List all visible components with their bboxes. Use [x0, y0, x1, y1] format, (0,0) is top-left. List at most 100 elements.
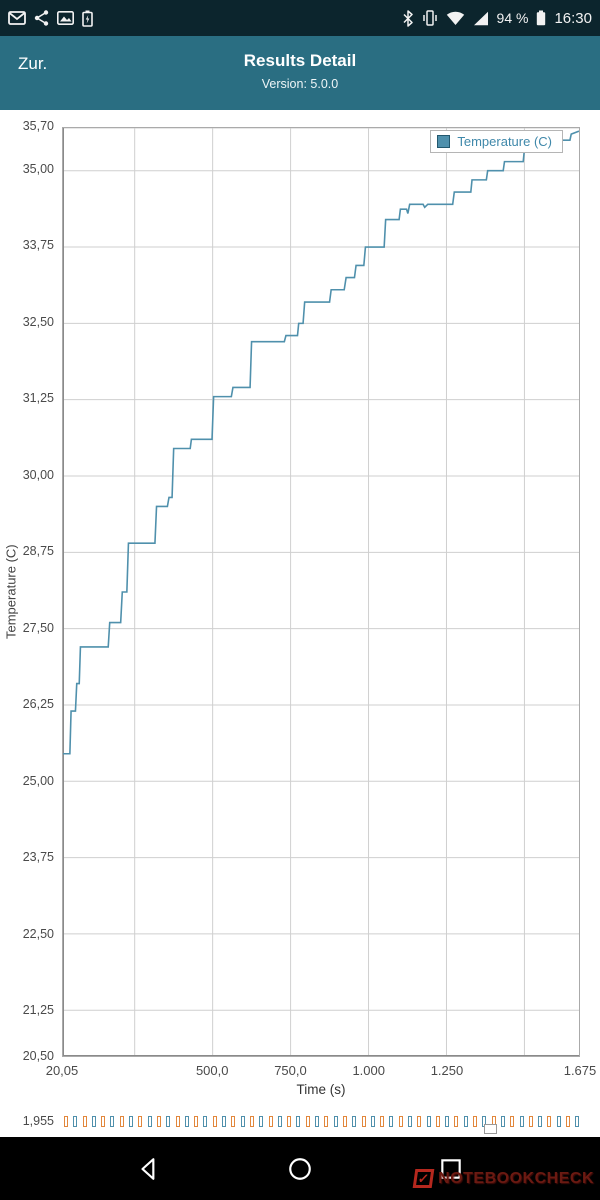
strip-marker — [259, 1115, 264, 1127]
strip-marker — [510, 1115, 515, 1127]
share-icon — [34, 10, 49, 26]
back-nav-icon[interactable] — [136, 1156, 162, 1182]
plot-area: Temperature (C) — [62, 127, 580, 1057]
status-bar: 94 % 16:30 — [0, 0, 600, 36]
strip-marker — [240, 1115, 245, 1127]
signal-icon — [473, 11, 489, 26]
x-tick-label: 1.675 — [563, 1063, 597, 1078]
strip-marker — [315, 1115, 320, 1127]
legend-marker — [437, 135, 451, 148]
strip-legend-box — [484, 1124, 497, 1134]
y-tick-label: 31,25 — [22, 391, 54, 406]
x-tick-label: 750,0 — [274, 1063, 307, 1078]
recents-nav-icon[interactable] — [438, 1156, 464, 1182]
strip-marker — [445, 1115, 450, 1127]
x-tick-label: 1.250 — [430, 1063, 464, 1078]
strip-marker — [73, 1115, 78, 1127]
strip-marker — [500, 1115, 505, 1127]
x-tick-label: 20,05 — [45, 1063, 79, 1078]
strip-marker — [407, 1115, 412, 1127]
strip-marker — [361, 1115, 366, 1127]
strip-marker — [528, 1115, 533, 1127]
strip-marker — [454, 1115, 459, 1127]
clock: 16:30 — [554, 9, 592, 27]
y-tick-label: 23,75 — [22, 850, 54, 865]
gmail-icon — [8, 11, 26, 25]
page-subtitle: Version: 5.0.0 — [261, 77, 339, 91]
strip-marker — [556, 1115, 561, 1127]
strip-marker — [370, 1115, 375, 1127]
battery-icon — [536, 10, 546, 26]
strip-marker — [138, 1115, 143, 1127]
strip-marker — [575, 1115, 580, 1127]
strip-markers — [64, 1115, 580, 1127]
y-tick-label: 21,25 — [22, 1003, 54, 1018]
strip-marker — [296, 1115, 301, 1127]
strip-marker — [426, 1115, 431, 1127]
strip-marker — [184, 1115, 189, 1127]
app-bar: Zur. Results Detail Version: 5.0.0 — [0, 36, 600, 110]
x-axis-label: Time (s) — [296, 1082, 346, 1097]
y-tick-label: 28,75 — [22, 544, 54, 559]
y-tick-label: 27,50 — [22, 620, 54, 635]
strip-marker — [119, 1115, 124, 1127]
strip-marker — [538, 1115, 543, 1127]
strip-marker — [82, 1115, 87, 1127]
strip-marker — [333, 1115, 338, 1127]
temperature-chart: Temperature (C) Temperature (C) 35,70 35,… — [0, 110, 600, 1105]
strip-tick-label: 1,955 — [22, 1114, 54, 1128]
strip-marker — [268, 1115, 273, 1127]
battery-percent: 94 % — [496, 10, 529, 26]
strip-marker — [287, 1115, 292, 1127]
strip-marker — [352, 1115, 357, 1127]
strip-marker — [203, 1115, 208, 1127]
strip-marker — [389, 1115, 394, 1127]
y-tick-label: 26,25 — [22, 697, 54, 712]
watermark-text: NOTEBOOKCHECK — [438, 1169, 594, 1187]
y-tick-label: 35,70 — [22, 119, 54, 133]
strip-marker — [175, 1115, 180, 1127]
strip-marker — [101, 1115, 106, 1127]
vibrate-icon — [422, 10, 438, 26]
strip-marker — [110, 1115, 115, 1127]
strip-marker — [129, 1115, 134, 1127]
y-axis-label: Temperature (C) — [3, 544, 19, 640]
status-bar-right: 94 % 16:30 — [402, 10, 592, 27]
strip-marker — [277, 1115, 282, 1127]
strip-marker — [463, 1115, 468, 1127]
status-bar-left — [8, 10, 93, 27]
strip-marker — [194, 1115, 199, 1127]
strip-marker — [147, 1115, 152, 1127]
strip-marker — [212, 1115, 217, 1127]
strip-marker — [305, 1115, 310, 1127]
strip-marker — [435, 1115, 440, 1127]
page-title: Results Detail — [243, 51, 357, 70]
bluetooth-icon — [402, 9, 414, 27]
strip-marker — [519, 1115, 524, 1127]
x-tick-label: 500,0 — [195, 1063, 229, 1078]
notebookcheck-watermark: ✓ NOTEBOOKCHECK — [412, 1169, 594, 1188]
strip-marker — [91, 1115, 96, 1127]
battery-charging-icon — [82, 10, 93, 27]
strip-marker — [380, 1115, 385, 1127]
y-tick-label: 20,50 — [22, 1049, 54, 1063]
strip-marker — [417, 1115, 422, 1127]
strip-marker — [222, 1115, 227, 1127]
chart-legend: Temperature (C) — [430, 130, 563, 153]
strip-marker — [398, 1115, 403, 1127]
wifi-icon — [446, 11, 465, 26]
home-nav-icon[interactable] — [287, 1156, 313, 1182]
temperature-line-plot — [63, 128, 579, 1056]
back-button[interactable]: Zur. — [18, 54, 48, 73]
strip-marker — [249, 1115, 254, 1127]
strip-marker — [547, 1115, 552, 1127]
y-tick-label: 22,50 — [22, 926, 54, 941]
strip-marker — [566, 1115, 571, 1127]
notebookcheck-logo-icon: ✓ — [412, 1169, 435, 1188]
y-tick-label: 35,00 — [22, 161, 54, 176]
strip-marker — [231, 1115, 236, 1127]
y-tick-label: 25,00 — [22, 773, 54, 788]
strip-marker — [166, 1115, 171, 1127]
strip-marker — [156, 1115, 161, 1127]
